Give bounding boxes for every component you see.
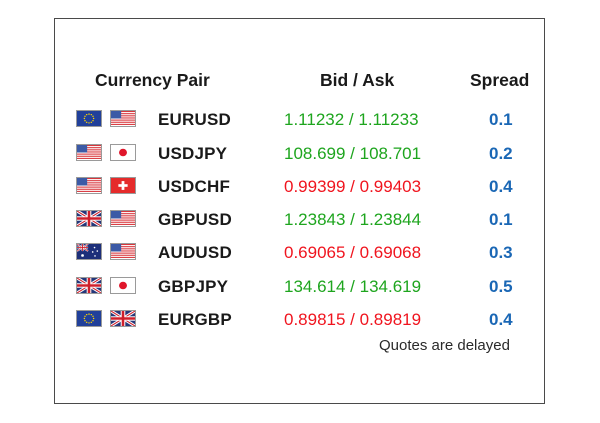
- header-bid-ask: Bid / Ask: [320, 70, 395, 90]
- us-flag-icon: [110, 110, 136, 127]
- jp-flag-icon: [110, 277, 136, 294]
- header-currency-pair: Currency Pair: [95, 70, 210, 90]
- bid-ask-quote: 0.99399 / 0.99403: [284, 177, 422, 196]
- us-flag-icon: [76, 177, 102, 194]
- table-row[interactable]: AUDUSD 0.69065 / 0.69068 0.3: [0, 241, 600, 265]
- uk-flag-icon: [110, 310, 136, 327]
- quotes-delayed-note: Quotes are delayed: [379, 337, 510, 354]
- bid-ask-quote: 1.11232 / 1.11233: [284, 110, 419, 129]
- eu-flag-icon: [76, 110, 102, 127]
- us-flag-icon: [110, 243, 136, 260]
- table-row[interactable]: USDCHF 0.99399 / 0.99403 0.4: [0, 175, 600, 199]
- table-row[interactable]: EURUSD 1.11232 / 1.11233 0.1: [0, 108, 600, 132]
- currency-pair-symbol: EURUSD: [158, 110, 231, 129]
- spread-value: 0.3: [489, 243, 513, 262]
- bid-ask-quote: 1.23843 / 1.23844: [284, 210, 422, 229]
- currency-pair-symbol: AUDUSD: [158, 243, 232, 262]
- bid-ask-quote: 134.614 / 134.619: [284, 277, 422, 296]
- table-row[interactable]: GBPJPY 134.614 / 134.619 0.5: [0, 275, 600, 299]
- currency-pair-symbol: USDCHF: [158, 177, 231, 196]
- us-flag-icon: [76, 144, 102, 161]
- bid-ask-quote: 0.69065 / 0.69068: [284, 243, 422, 262]
- table-row[interactable]: EURGBP 0.89815 / 0.89819 0.4: [0, 308, 600, 332]
- spread-value: 0.4: [489, 177, 513, 196]
- au-flag-icon: [76, 243, 102, 260]
- spread-value: 0.2: [489, 144, 513, 163]
- bid-ask-quote: 0.89815 / 0.89819: [284, 310, 422, 329]
- uk-flag-icon: [76, 277, 102, 294]
- uk-flag-icon: [76, 210, 102, 227]
- jp-flag-icon: [110, 144, 136, 161]
- currency-pair-symbol: GBPJPY: [158, 277, 229, 296]
- spread-value: 0.4: [489, 310, 513, 329]
- spread-value: 0.1: [489, 110, 513, 129]
- spread-value: 0.5: [489, 277, 513, 296]
- ch-flag-icon: [110, 177, 136, 194]
- spread-value: 0.1: [489, 210, 513, 229]
- currency-pair-symbol: GBPUSD: [158, 210, 232, 229]
- us-flag-icon: [110, 210, 136, 227]
- currency-pair-symbol: USDJPY: [158, 144, 228, 163]
- table-row[interactable]: GBPUSD 1.23843 / 1.23844 0.1: [0, 208, 600, 232]
- bid-ask-quote: 108.699 / 108.701: [284, 144, 422, 163]
- header-spread: Spread: [470, 70, 530, 90]
- eu-flag-icon: [76, 310, 102, 327]
- table-row[interactable]: USDJPY 108.699 / 108.701 0.2: [0, 142, 600, 166]
- currency-pair-symbol: EURGBP: [158, 310, 232, 329]
